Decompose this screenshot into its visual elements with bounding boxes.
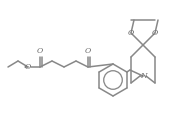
- Text: O: O: [152, 29, 158, 37]
- Text: O: O: [85, 47, 91, 55]
- Text: O: O: [128, 29, 134, 37]
- Text: N: N: [140, 72, 146, 80]
- Text: O: O: [37, 47, 43, 55]
- Text: O: O: [25, 63, 31, 71]
